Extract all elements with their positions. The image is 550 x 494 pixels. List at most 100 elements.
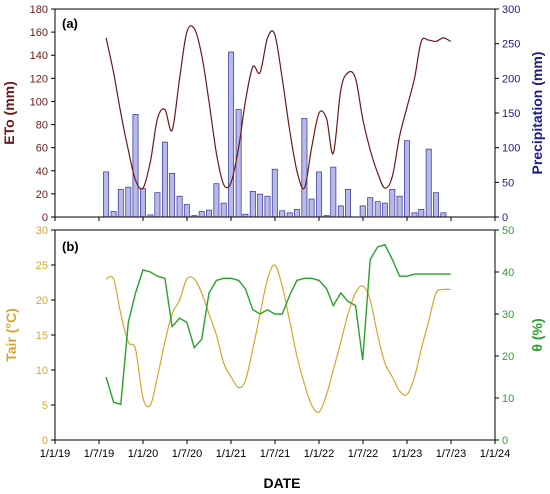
x-tick-label: 1/1/24 [480, 448, 511, 460]
eto-tick-label: 140 [30, 50, 48, 62]
tair-tick-label: 20 [36, 295, 48, 307]
theta-axis-label: θ (%) [529, 318, 545, 351]
x-tick-label: 1/1/22 [304, 448, 335, 460]
precipitation-bar [396, 195, 403, 218]
theta-tick-label: 30 [502, 309, 514, 321]
panel-b-ticks: 0 5 10 15 20 25 30 0 10 20 30 40 50 1/1/19 1/7/19 1/1/2… [36, 225, 515, 460]
panel-b: 0 5 10 15 20 25 30 0 10 20 30 40 50 1/1/19 1/7/19 1/1/2… [3, 225, 545, 491]
precipitation-bar [404, 140, 410, 218]
precipitation-bar [301, 118, 308, 218]
tair-tick-label: 15 [36, 330, 48, 342]
x-tick-label: 1/7/21 [260, 448, 291, 460]
precipitation-tick-label: 250 [502, 39, 520, 51]
precipitation-bar [330, 166, 337, 218]
precipitation-bar [345, 188, 351, 218]
precipitation-bar [264, 195, 271, 218]
precipitation-tick-label: 300 [502, 4, 520, 16]
eto-axis-label: ETo (mm) [1, 81, 17, 145]
precipitation-bar [425, 148, 432, 218]
theta-series-line [105, 243, 451, 406]
precipitation-tick-label: 0 [502, 212, 508, 224]
x-tick-label: 1/1/19 [40, 448, 71, 460]
precipitation-bar [293, 209, 300, 218]
tair-axis-label: Tair (°C) [3, 308, 19, 362]
precipitation-bar [183, 204, 190, 218]
precipitation-tick-label: 100 [502, 143, 520, 155]
precipitation-bar [176, 195, 183, 218]
eto-tick-label: 40 [36, 166, 48, 178]
precipitation-bar [433, 192, 439, 218]
precipitation-bar [249, 190, 256, 218]
eto-series-line [105, 25, 451, 190]
eto-tick-label: 0 [42, 212, 48, 224]
panel-a-label: (a) [62, 16, 78, 31]
precipitation-bar [308, 198, 315, 218]
x-tick-label: 1/7/22 [348, 448, 379, 460]
precipitation-bar [125, 186, 132, 218]
panel-a-ticks: 0 20 40 60 80 100 120 140 160 180 0 50 100 150 200 250 3… [30, 4, 521, 224]
x-tick-label: 1/7/20 [172, 448, 203, 460]
precipitation-bar [279, 210, 286, 218]
tair-tick-label: 25 [36, 260, 48, 272]
precipitation-bar [117, 188, 124, 218]
precipitation-bar [213, 183, 220, 218]
precipitation-axis-label: Precipitation (mm) [529, 52, 545, 175]
precipitation-bar [389, 188, 396, 218]
precipitation-bar [103, 171, 110, 218]
theta-tick-label: 20 [502, 351, 514, 363]
tair-tick-label: 0 [42, 435, 48, 447]
eto-tick-label: 80 [36, 120, 48, 132]
precipitation-bar [154, 192, 161, 218]
tair-tick-label: 30 [36, 225, 48, 237]
precipitation-bar [411, 212, 418, 218]
theta-tick-label: 40 [502, 267, 514, 279]
precipitation-bar [140, 188, 146, 218]
precipitation-bar [271, 168, 278, 218]
tair-tick-label: 5 [42, 400, 48, 412]
theta-tick-label: 0 [502, 435, 508, 447]
panel-a: 0 20 40 60 80 100 120 140 160 180 0 50 100 150 200 250 3… [1, 4, 545, 224]
precipitation-bar [169, 172, 176, 218]
x-tick-label: 1/1/21 [216, 448, 247, 460]
precipitation-bar [440, 212, 447, 218]
x-axis-label: DATE [263, 475, 300, 491]
precipitation-tick-label: 200 [502, 73, 520, 85]
panel-b-label: (b) [62, 239, 79, 254]
precipitation-bar [161, 141, 168, 218]
precipitation-tick-label: 50 [502, 177, 514, 189]
eto-tick-label: 60 [36, 143, 48, 155]
eto-tick-label: 160 [30, 27, 48, 39]
precipitation-bar [235, 109, 242, 218]
precipitation-bar [206, 209, 212, 218]
eto-tick-label: 120 [30, 73, 48, 85]
precipitation-bar [132, 114, 139, 218]
precipitation-bar [381, 202, 388, 218]
precipitation-bar [374, 201, 381, 218]
precipitation-bar [337, 205, 344, 218]
x-tick-label: 1/1/23 [392, 448, 423, 460]
precipitation-bar [286, 212, 293, 218]
x-tick-label: 1/7/19 [84, 448, 115, 460]
precipitation-bar [316, 171, 323, 218]
x-tick-label: 1/1/20 [128, 448, 159, 460]
precipitation-bar [367, 197, 374, 218]
precipitation-tick-label: 150 [502, 108, 520, 120]
tair-series-line [105, 264, 451, 414]
theta-tick-label: 50 [502, 225, 514, 237]
precipitation-bar [220, 202, 227, 218]
eto-tick-label: 20 [36, 189, 48, 201]
x-tick-label: 1/7/23 [436, 448, 467, 460]
precipitation-bar [359, 205, 366, 218]
precipitation-bar [418, 209, 425, 218]
tair-tick-label: 10 [36, 365, 48, 377]
precipitation-bar [228, 51, 235, 218]
theta-tick-label: 10 [502, 393, 514, 405]
precipitation-bars [103, 51, 447, 218]
precipitation-bar [110, 211, 117, 218]
precipitation-bar [257, 193, 264, 218]
eto-tick-label: 100 [30, 96, 48, 108]
precipitation-bar [198, 211, 205, 218]
eto-tick-label: 180 [30, 4, 48, 16]
